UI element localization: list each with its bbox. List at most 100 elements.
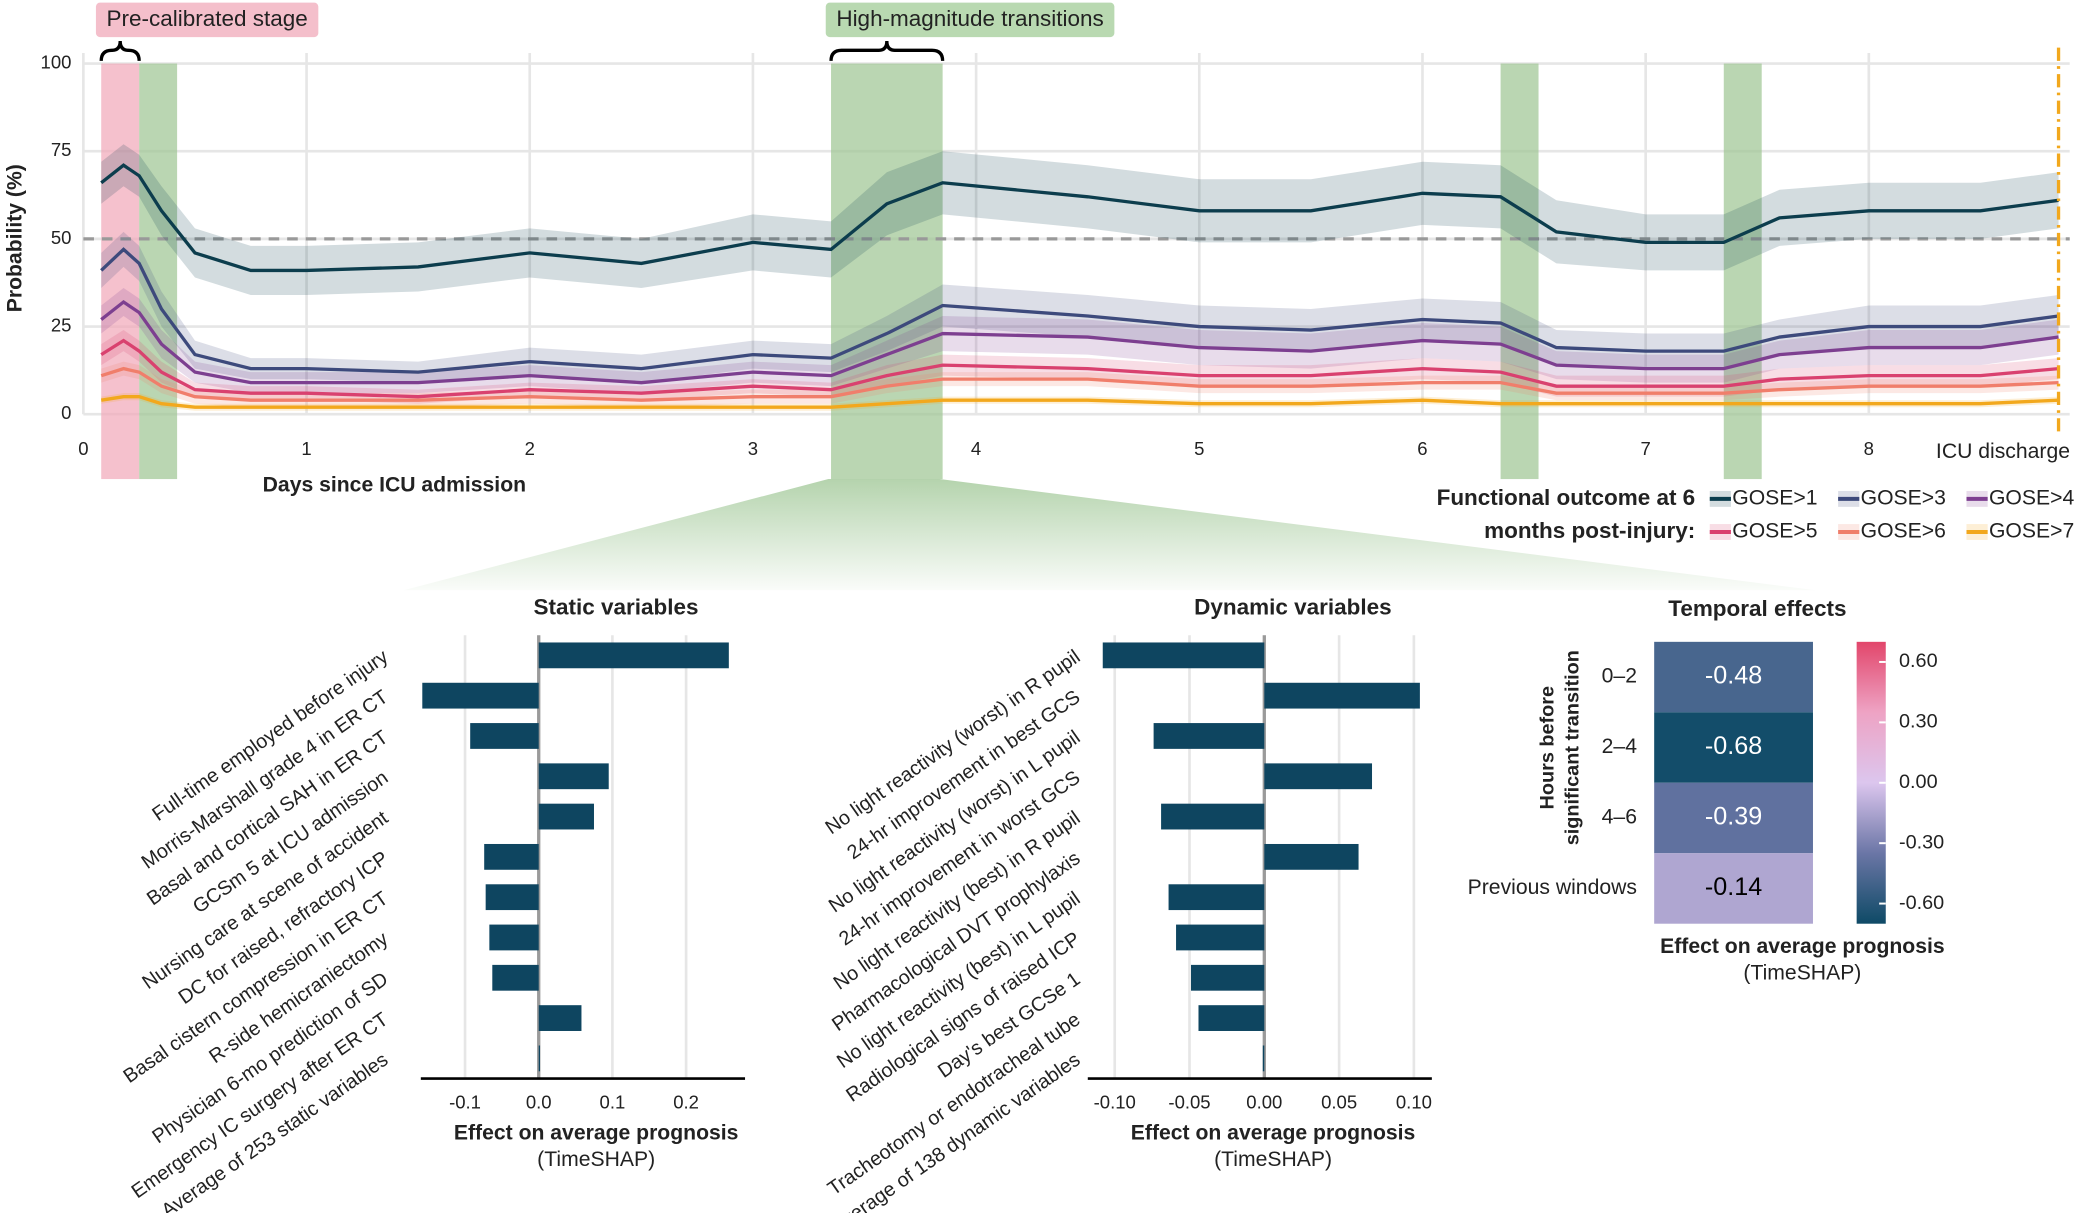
highlight-region	[101, 63, 140, 480]
legend-swatch-band	[1966, 524, 1988, 540]
bar	[1161, 803, 1265, 830]
x-tick-label: -0.1	[449, 1092, 481, 1113]
annotation-brace	[99, 40, 141, 61]
series-line	[100, 163, 2059, 273]
colorbar-tick-label: 0.30	[1899, 711, 1938, 733]
heatmap-cell	[1654, 782, 1813, 854]
x-tick-label: 0.10	[1396, 1092, 1432, 1113]
x-axis-label: Effect on average prognosis	[454, 1122, 739, 1145]
bar	[538, 803, 594, 830]
x-tick-label: 4	[971, 438, 981, 459]
x-tick-label: -0.10	[1094, 1092, 1136, 1113]
legend-label: GOSE>3	[1861, 487, 1946, 510]
x-axis-label: (TimeSHAP)	[1214, 1148, 1332, 1171]
bar	[484, 843, 539, 870]
series-line	[100, 366, 2059, 402]
bar	[538, 1005, 582, 1031]
bar	[1198, 1005, 1265, 1031]
y-axis-label: Probability (%)	[3, 164, 26, 312]
y-axis-label: significant transition	[1562, 650, 1584, 845]
confidence-band	[101, 231, 2059, 383]
chart-title: Temporal effects	[1668, 596, 1846, 621]
bar	[470, 723, 539, 749]
highlight-region	[831, 63, 943, 480]
legend-swatch-band	[1709, 524, 1731, 540]
dynamic-bar-chart: No light reactivity (worst) in R pupil24…	[822, 595, 1432, 1213]
x-tick-label: 0.0	[526, 1092, 552, 1113]
category-label: Average of 253 static variables	[158, 1049, 393, 1213]
discharge-label: ICU discharge	[1936, 440, 2070, 463]
x-axis-label: Effect on average prognosis	[1131, 1122, 1416, 1145]
bar	[1168, 884, 1265, 911]
series-line	[100, 338, 2059, 399]
legend-title: Functional outcome at 6	[1437, 485, 1696, 510]
bar	[538, 763, 609, 790]
series-line	[100, 247, 2059, 374]
bar	[422, 682, 539, 709]
legend-label: GOSE>5	[1732, 520, 1817, 543]
bar	[538, 642, 729, 669]
y-tick-label: 50	[51, 227, 72, 248]
colorbar-tick-label: 0.60	[1899, 650, 1938, 672]
series-line	[100, 299, 2059, 385]
cell-label: -0.39	[1705, 803, 1762, 831]
annotation-box	[825, 2, 1115, 38]
x-tick-label: 3	[748, 438, 758, 459]
legend-title: months post-injury:	[1484, 518, 1695, 543]
bar	[1153, 723, 1265, 749]
confidence-band	[101, 361, 2059, 408]
y-tick-label: 0	[61, 402, 71, 423]
annotation-label: Pre-calibrated stage	[107, 6, 308, 31]
colorbar-tick-label: -0.30	[1899, 831, 1944, 853]
annotation-brace	[829, 40, 945, 61]
row-label: 2–4	[1602, 735, 1638, 758]
cell-label: -0.68	[1705, 732, 1762, 760]
x-tick-label: 0.1	[600, 1092, 626, 1113]
x-tick-label: 0.2	[673, 1092, 699, 1113]
legend-swatch-band	[1966, 490, 1988, 507]
legend-swatch-band	[1838, 524, 1860, 540]
x-tick-label: 1	[301, 438, 311, 459]
x-tick-label: -0.05	[1168, 1092, 1210, 1113]
x-tick-label: 0	[78, 438, 88, 459]
bar	[1264, 763, 1373, 790]
heatmap-cell	[1654, 853, 1813, 924]
heatmap-cell	[1654, 712, 1813, 783]
bar	[489, 924, 539, 951]
chart-title: Dynamic variables	[1194, 595, 1391, 620]
series-line	[100, 395, 2059, 409]
legend-label: GOSE>4	[1989, 487, 2074, 510]
highlight-region	[139, 63, 178, 480]
x-axis-label: Effect on average prognosis	[1660, 935, 1945, 958]
x-axis-label: (TimeSHAP)	[537, 1148, 655, 1171]
x-axis-label: (TimeSHAP)	[1743, 962, 1861, 985]
colorbar-tick-label: -0.60	[1899, 892, 1944, 914]
bar	[1176, 924, 1265, 951]
confidence-band	[101, 144, 2059, 295]
cell-label: -0.14	[1705, 873, 1762, 901]
cell-label: -0.48	[1705, 662, 1762, 690]
zoom-wedge	[403, 479, 1816, 591]
legend-label: GOSE>7	[1989, 520, 2074, 543]
y-tick-label: 25	[51, 314, 72, 335]
bar	[1102, 642, 1265, 669]
bar	[538, 1045, 541, 1072]
legend-swatch-band	[1838, 490, 1860, 507]
x-tick-label: 6	[1417, 438, 1427, 459]
highlight-region	[1723, 63, 1762, 480]
legend-label: GOSE>1	[1732, 487, 1817, 510]
colorbar-tick-label: 0.00	[1899, 771, 1938, 793]
bar	[1264, 682, 1420, 709]
bar	[1262, 1045, 1265, 1072]
bar	[1191, 964, 1265, 991]
row-label: 4–6	[1602, 806, 1637, 829]
heatmap: -0.48 0–2 -0.68 2–4 -0.39 4–6 -0.14 Previous wi…	[1468, 596, 1945, 985]
y-tick-label: 75	[51, 139, 72, 160]
row-label: 0–2	[1602, 665, 1637, 688]
x-tick-label: 0.05	[1321, 1092, 1357, 1113]
annotation-label: High-magnitude transitions	[836, 6, 1103, 31]
bar	[1264, 843, 1359, 870]
x-axis-label: Days since ICU admission	[263, 473, 526, 496]
